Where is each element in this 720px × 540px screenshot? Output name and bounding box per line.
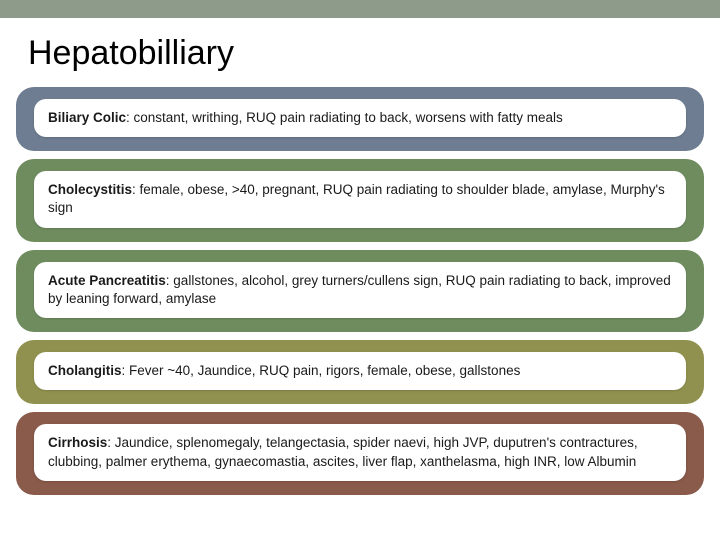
condition-desc: : female, obese, >40, pregnant, RUQ pain… xyxy=(48,182,665,215)
list-item-text: Biliary Colic: constant, writhing, RUQ p… xyxy=(48,109,672,127)
list-item: Cirrhosis: Jaundice, splenomegaly, telan… xyxy=(16,412,704,494)
condition-name: Cholecystitis xyxy=(48,182,132,197)
top-decorative-bar xyxy=(0,0,720,18)
list-item: Cholecystitis: female, obese, >40, pregn… xyxy=(16,159,704,241)
list-item-text: Cholangitis: Fever ~40, Jaundice, RUQ pa… xyxy=(48,362,672,380)
list-item-panel: Acute Pancreatitis: gallstones, alcohol,… xyxy=(34,262,686,318)
condition-name: Cirrhosis xyxy=(48,435,107,450)
condition-desc: : Fever ~40, Jaundice, RUQ pain, rigors,… xyxy=(122,363,521,378)
list-item: Acute Pancreatitis: gallstones, alcohol,… xyxy=(16,250,704,332)
list-item: Cholangitis: Fever ~40, Jaundice, RUQ pa… xyxy=(16,340,704,404)
list-item-panel: Biliary Colic: constant, writhing, RUQ p… xyxy=(34,99,686,137)
list-item-text: Cholecystitis: female, obese, >40, pregn… xyxy=(48,181,672,217)
list-item-panel: Cholangitis: Fever ~40, Jaundice, RUQ pa… xyxy=(34,352,686,390)
condition-name: Cholangitis xyxy=(48,363,122,378)
condition-name: Biliary Colic xyxy=(48,110,126,125)
list-item-text: Acute Pancreatitis: gallstones, alcohol,… xyxy=(48,272,672,308)
list-item-panel: Cirrhosis: Jaundice, splenomegaly, telan… xyxy=(34,424,686,480)
condition-name: Acute Pancreatitis xyxy=(48,273,166,288)
list-item: Biliary Colic: constant, writhing, RUQ p… xyxy=(16,87,704,151)
condition-desc: : constant, writhing, RUQ pain radiating… xyxy=(126,110,563,125)
list-item-panel: Cholecystitis: female, obese, >40, pregn… xyxy=(34,171,686,227)
slide-header: Hepatobilliary xyxy=(0,18,720,87)
page-title: Hepatobilliary xyxy=(28,34,692,73)
condition-desc: : Jaundice, splenomegaly, telangectasia,… xyxy=(48,435,638,468)
list-item-text: Cirrhosis: Jaundice, splenomegaly, telan… xyxy=(48,434,672,470)
condition-list: Biliary Colic: constant, writhing, RUQ p… xyxy=(0,87,720,495)
